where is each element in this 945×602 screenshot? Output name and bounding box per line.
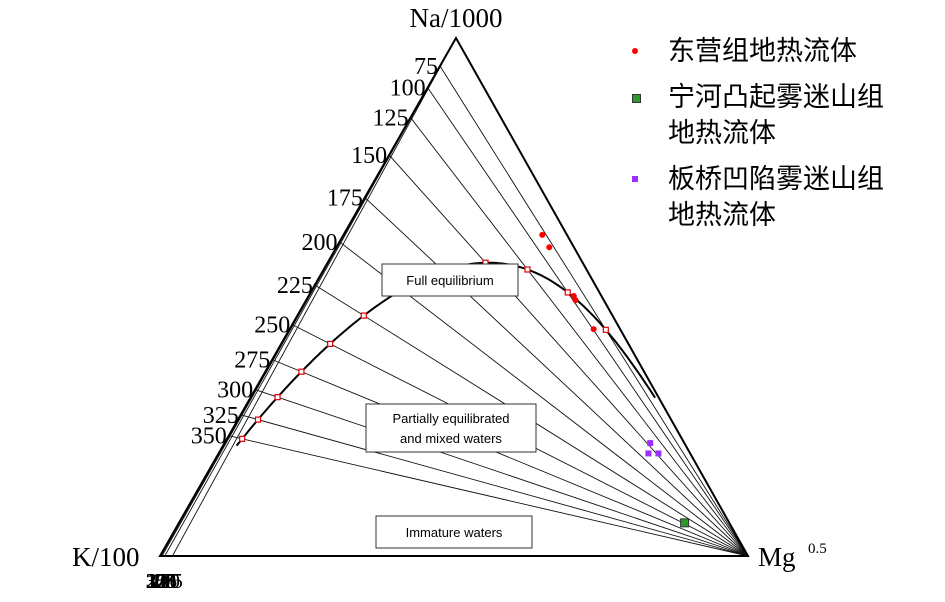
k-mg-isotherm-75 <box>172 37 457 557</box>
vertex-label-mg: Mg <box>758 542 796 572</box>
series2-point-1 <box>680 518 690 528</box>
left-tick-label-100: 100 <box>390 76 426 102</box>
legend-item-series3: 板桥凹陷雾迷山组 地热流体 <box>630 162 930 234</box>
left-tick-label-75: 75 <box>414 54 438 80</box>
series3-point-1 <box>647 440 654 447</box>
region-partially-equilibrated-box <box>365 403 537 453</box>
left-tick-label-275: 275 <box>234 348 270 374</box>
equilibrium-marker-250 <box>327 340 334 347</box>
equilibrium-marker-100 <box>564 289 571 296</box>
equilibrium-marker-275 <box>298 368 305 375</box>
legend-marker-red-dot <box>632 48 638 54</box>
left-tick-label-250: 250 <box>254 313 290 339</box>
equilibrium-marker-225 <box>360 312 367 319</box>
bottom-tick-label-350: 350 <box>146 569 175 593</box>
equilibrium-marker-125 <box>524 266 531 273</box>
na-k-isotherm-325 <box>240 414 749 557</box>
left-tick-label-300: 300 <box>217 378 253 404</box>
bottom-tick-label-275: 275 <box>146 569 175 593</box>
left-tick-label-125: 125 <box>373 106 409 132</box>
bottom-tick-label-300: 300 <box>146 569 175 593</box>
legend-label-series3-line2: 地热流体 <box>668 200 776 231</box>
legend-item-series2: 宁河凸起雾迷山组 地热流体 <box>630 80 930 152</box>
legend-label-series2-line1: 宁河凸起雾迷山组 <box>668 82 884 113</box>
na-k-isotherm-275 <box>272 359 749 557</box>
left-tick-label-225: 225 <box>277 273 313 299</box>
series1-point-2 <box>546 244 553 251</box>
legend-marker-green-square <box>632 94 641 103</box>
series3-point-3 <box>645 450 652 457</box>
region-immature-waters-text-1: Immature waters <box>406 525 503 540</box>
na-k-isotherm-175 <box>364 197 749 557</box>
vertex-labels: Na/1000 K/100 Mg 0.5 <box>72 3 827 572</box>
series1-point-5 <box>590 326 597 333</box>
region-full-equilibrium-box <box>381 263 519 297</box>
tick-labels: 7510012515017520022525027530032535035030… <box>146 54 438 593</box>
na-k-isotherm-150 <box>388 154 749 557</box>
legend-item-series1: 东营组地热流体 <box>630 34 930 70</box>
left-tick-label-175: 175 <box>327 186 363 212</box>
bottom-tick-label-100: 100 <box>150 569 179 593</box>
data-points <box>539 231 690 528</box>
na-k-isotherm-100 <box>427 87 749 557</box>
series1-point-1 <box>539 231 546 238</box>
equilibrium-marker-350 <box>239 435 246 442</box>
series1-point-4 <box>572 297 579 304</box>
bottom-tick-label-175: 175 <box>146 569 175 593</box>
equilibrium-marker-300 <box>274 394 281 401</box>
legend: 东营组地热流体 宁河凸起雾迷山组 地热流体 板桥凹陷雾迷山组 地热流体 <box>630 34 930 244</box>
region-full-equilibrium-text-1: Full equilibrium <box>406 273 493 288</box>
left-tick-label-150: 150 <box>351 143 387 169</box>
left-tick-label-200: 200 <box>302 230 338 256</box>
equilibrium-marker-325 <box>254 416 262 423</box>
vertex-label-k: K/100 <box>72 542 140 572</box>
region-labels: Full equilibrium Partially equilibrated an… <box>365 263 537 549</box>
vertex-label-na: Na/1000 <box>410 3 503 33</box>
triangle-outline <box>158 35 750 557</box>
na-k-isotherm-75 <box>439 65 749 557</box>
na-k-isotherm-350 <box>228 435 749 557</box>
legend-label-series2-line2: 地热流体 <box>668 118 776 149</box>
bottom-tick-label-150: 150 <box>147 569 176 593</box>
series3-point-2 <box>655 450 662 457</box>
bottom-tick-label-125: 125 <box>148 569 177 593</box>
left-tick-label-350: 350 <box>191 424 227 450</box>
left-tick-label-325: 325 <box>203 403 239 429</box>
legend-label-series1: 东营组地热流体 <box>668 36 857 67</box>
bottom-tick-label-225: 225 <box>146 569 175 593</box>
equilibrium-marker-75 <box>602 326 609 333</box>
bottom-tick-label-75: 75 <box>163 569 183 593</box>
region-immature-waters-box <box>375 515 533 549</box>
legend-marker-purple-square <box>632 176 638 182</box>
legend-label-series3-line1: 板桥凹陷雾迷山组 <box>668 164 884 195</box>
na-k-isotherm-125 <box>410 117 749 557</box>
na-k-isotherm-300 <box>254 389 749 557</box>
vertex-label-mg-exponent: 0.5 <box>808 541 827 557</box>
triangle-frame <box>158 35 750 557</box>
region-partially-equilibrated-text-1: Partially equilibrated <box>392 411 509 426</box>
bottom-tick-label-200: 200 <box>146 569 175 593</box>
region-partially-equilibrated-text-2: and mixed waters <box>400 431 502 446</box>
bottom-tick-label-250: 250 <box>146 569 175 593</box>
